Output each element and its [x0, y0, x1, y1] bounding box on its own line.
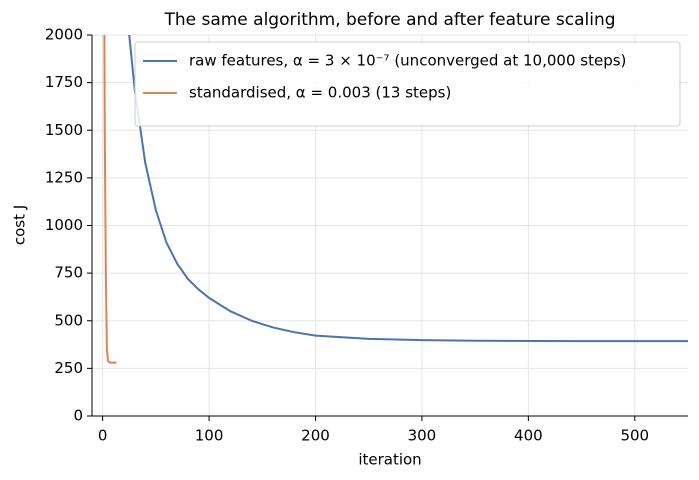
- y-tick-label: 250: [54, 359, 83, 377]
- x-tick-label: 200: [301, 427, 330, 445]
- y-tick-label: 1000: [45, 216, 83, 234]
- y-tick-label: 0: [73, 407, 83, 425]
- legend-label: raw features, α = 3 × 10⁻⁷ (unconverged …: [189, 52, 626, 70]
- legend: raw features, α = 3 × 10⁻⁷ (unconverged …: [134, 41, 681, 127]
- series-line: [103, 35, 117, 364]
- y-axis-label: cost J: [11, 205, 29, 245]
- series-line: [128, 35, 688, 343]
- x-tick-label: 0: [98, 427, 108, 445]
- y-tick-label: 750: [54, 264, 83, 282]
- y-tick-label: 2000: [45, 26, 83, 44]
- legend-label: standardised, α = 0.003 (13 steps): [189, 84, 451, 102]
- y-tick-label: 1500: [45, 121, 83, 139]
- plot-lines: [103, 35, 688, 364]
- y-tick-label: 1750: [45, 73, 83, 91]
- chart-title: The same algorithm, before and after fea…: [163, 10, 615, 30]
- legend-box: [134, 41, 681, 127]
- y-tick-label: 1250: [45, 168, 83, 186]
- x-tick-label: 100: [195, 427, 224, 445]
- x-tick-label: 300: [408, 427, 437, 445]
- x-tick-label: 500: [620, 427, 649, 445]
- x-axis-label: iteration: [358, 451, 421, 469]
- x-tick-label: 400: [514, 427, 543, 445]
- y-tick-label: 500: [54, 311, 83, 329]
